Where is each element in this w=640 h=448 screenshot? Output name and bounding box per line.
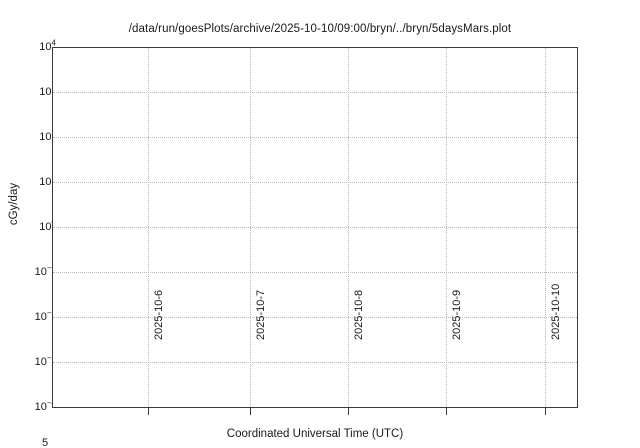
x-major-tick xyxy=(446,408,447,415)
plot-area xyxy=(52,47,578,408)
x-tick-label-3: 2025-10-9 xyxy=(451,289,463,340)
y-tick-exponent: −1 xyxy=(47,263,56,272)
gridline-vertical xyxy=(250,48,251,407)
y-tick-mantissa: 10 xyxy=(34,356,47,368)
gridline-horizontal xyxy=(53,182,577,183)
y-tick-mantissa: 10 xyxy=(34,311,47,323)
y-tick-mantissa: 10 xyxy=(39,176,52,188)
page-title: /data/run/goesPlots/archive/2025-10-10/0… xyxy=(128,23,512,35)
y-tick-label-1e-4: 10−4 xyxy=(34,399,56,413)
x-major-tick xyxy=(348,408,349,415)
gridline-horizontal xyxy=(53,137,577,138)
gridline-horizontal xyxy=(53,92,577,93)
gridline-horizontal xyxy=(53,272,577,273)
y-tick-mantissa: 10 xyxy=(39,86,52,98)
y-tick-mantissa: 10 xyxy=(39,41,52,53)
y-tick-exponent: −3 xyxy=(47,353,56,362)
gridline-vertical xyxy=(348,48,349,407)
x-tick-label-2: 2025-10-8 xyxy=(353,289,365,340)
x-tick-label-1: 2025-10-7 xyxy=(255,289,267,340)
x-major-tick xyxy=(148,408,149,415)
x-major-tick xyxy=(250,408,251,415)
y-axis-label: cGy/day xyxy=(8,182,20,226)
y-tick-label-1e-1: 10−1 xyxy=(34,264,56,278)
gridline-horizontal xyxy=(53,362,577,363)
gridline-horizontal xyxy=(53,317,577,318)
y-tick-label-1e4: 104 xyxy=(39,39,56,53)
y-tick-exponent: 4 xyxy=(51,38,56,48)
x-axis-label: Coordinated Universal Time (UTC) xyxy=(226,428,404,440)
x-major-tick xyxy=(545,408,546,415)
y-tick-label-1e-2: 10−2 xyxy=(34,309,56,323)
gridline-vertical xyxy=(446,48,447,407)
y-tick-exponent: −4 xyxy=(47,398,56,407)
gridline-horizontal xyxy=(53,227,577,228)
y-tick-mantissa: 10 xyxy=(39,131,52,143)
gridline-vertical xyxy=(148,48,149,407)
y-tick-mantissa: 10 xyxy=(39,221,52,233)
y-tick-mantissa: 10 xyxy=(34,401,47,413)
gridline-vertical xyxy=(545,48,546,407)
clipped-next-panel-label: 5 xyxy=(42,438,49,448)
x-tick-label-4: 2025-10-10 xyxy=(550,283,562,340)
y-tick-label-1e-3: 10−3 xyxy=(34,354,56,368)
x-tick-label-0: 2025-10-6 xyxy=(153,289,165,340)
y-tick-exponent: −2 xyxy=(47,308,56,317)
y-tick-mantissa: 10 xyxy=(34,266,47,278)
